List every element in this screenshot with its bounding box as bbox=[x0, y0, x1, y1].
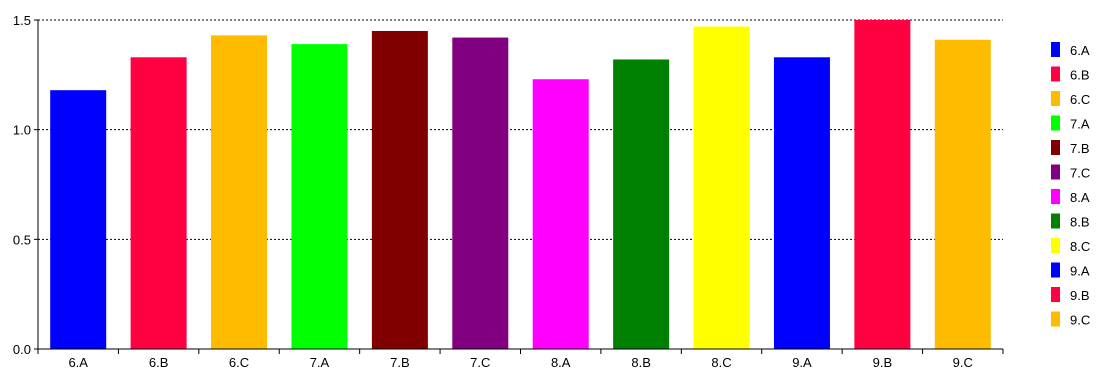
bar-9-b bbox=[854, 20, 911, 349]
bar-8-b bbox=[613, 59, 670, 349]
legend-swatch bbox=[1051, 140, 1060, 155]
legend-label: 9.A bbox=[1070, 264, 1090, 279]
legend-label: 8.A bbox=[1070, 190, 1090, 205]
legend-label: 7.C bbox=[1070, 166, 1090, 181]
legend-swatch bbox=[1051, 66, 1060, 82]
y-tick-label: 1.5 bbox=[13, 13, 31, 28]
bar-9-c bbox=[934, 39, 991, 350]
bar-7-b bbox=[371, 30, 428, 349]
y-tick-label: 1.0 bbox=[13, 123, 31, 138]
legend-swatch bbox=[1051, 189, 1060, 204]
y-tick-label: 0.0 bbox=[13, 342, 31, 357]
legend-label: 6.C bbox=[1070, 92, 1090, 107]
bar-6-a bbox=[50, 90, 107, 349]
legend-swatch bbox=[1051, 42, 1060, 57]
legend-label: 6.A bbox=[1070, 43, 1090, 58]
bar-8-a bbox=[532, 79, 589, 349]
bar-8-c bbox=[693, 26, 750, 350]
legend-swatch bbox=[1051, 164, 1060, 180]
legend-label: 8.B bbox=[1070, 215, 1090, 230]
legend-swatch bbox=[1051, 91, 1060, 106]
bar-6-c bbox=[211, 35, 268, 349]
x-tick-label: 7.A bbox=[310, 355, 330, 370]
x-tick-label: 8.C bbox=[711, 355, 731, 370]
x-tick-label: 6.B bbox=[149, 355, 169, 370]
grid-lines bbox=[38, 19, 1003, 240]
x-tick-label: 9.C bbox=[953, 355, 973, 370]
legend-label: 9.B bbox=[1070, 288, 1090, 303]
bar-6-b bbox=[130, 57, 187, 349]
x-tick-label: 8.B bbox=[631, 355, 651, 370]
x-tick-label: 6.A bbox=[68, 355, 88, 370]
x-tick-label: 7.C bbox=[470, 355, 490, 370]
legend: 6.A 6.B 6.C 7.A 7.B 7.C 8.A 8.B 8.C 9.A 9.B 9.C bbox=[1051, 42, 1090, 328]
bar-7-a bbox=[291, 44, 348, 349]
legend-label: 7.A bbox=[1070, 117, 1090, 132]
legend-label: 6.B bbox=[1070, 68, 1090, 83]
x-tick-label: 9.B bbox=[873, 355, 893, 370]
legend-label: 7.B bbox=[1070, 141, 1090, 156]
legend-swatch bbox=[1051, 262, 1060, 278]
x-axis-ticks: 6.A 6.B 6.C 7.A 7.B 7.C 8.A 8.B 8.C 9.A 9.B 9.C bbox=[37, 349, 1004, 370]
x-tick-label: 9.A bbox=[792, 355, 812, 370]
legend-label: 9.C bbox=[1070, 313, 1090, 328]
legend-swatch bbox=[1051, 287, 1060, 302]
x-tick-label: 7.B bbox=[390, 355, 410, 370]
x-tick-label: 6.C bbox=[229, 355, 249, 370]
legend-swatch bbox=[1051, 115, 1060, 131]
bar-7-c bbox=[452, 37, 509, 350]
bars bbox=[50, 20, 991, 350]
y-tick-label: 0.5 bbox=[13, 232, 31, 247]
legend-swatch bbox=[1051, 213, 1060, 229]
bar-9-a bbox=[773, 57, 830, 349]
legend-swatch bbox=[1051, 238, 1060, 253]
x-tick-label: 8.A bbox=[551, 355, 571, 370]
y-axis-ticks: 0.0 0.5 1.0 1.5 bbox=[13, 13, 38, 357]
legend-label: 8.C bbox=[1070, 239, 1090, 254]
legend-swatch bbox=[1051, 311, 1060, 327]
